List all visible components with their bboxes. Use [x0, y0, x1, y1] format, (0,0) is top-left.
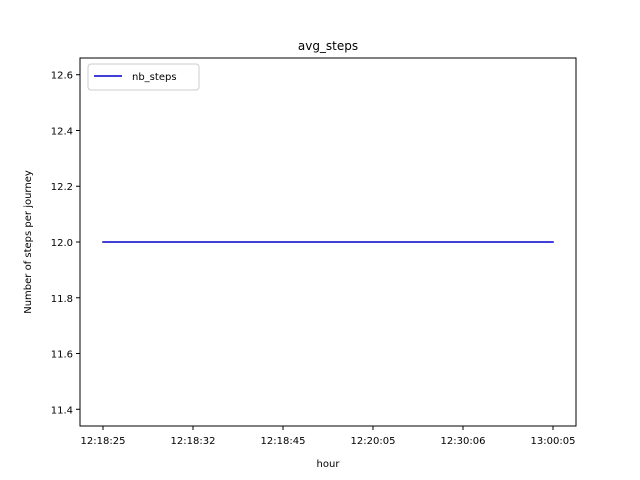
legend-label-nb-steps: nb_steps: [132, 72, 177, 83]
x-tick-label: 12:20:05: [351, 436, 396, 447]
legend: nb_steps: [87, 63, 200, 91]
y-tick-label: 12.6: [51, 71, 73, 82]
y-tick-label: 11.8: [51, 294, 73, 305]
legend-box: [87, 63, 200, 91]
x-tick-label: 12:18:25: [81, 436, 126, 447]
x-axis-ticks: 12:18:25 12:18:32 12:18:45 12:20:05 12:30:06…: [81, 426, 576, 447]
y-tick-label: 12.2: [51, 182, 73, 193]
x-tick-label: 12:30:06: [441, 436, 486, 447]
y-tick-label: 12.0: [51, 238, 73, 249]
x-tick-label: 13:00:05: [531, 436, 576, 447]
y-tick-label: 12.4: [51, 126, 73, 137]
y-axis-ticks: 11.4 11.6 11.8 12.0 12.2 12.4 12.6: [51, 71, 80, 416]
x-tick-label: 12:18:32: [171, 436, 216, 447]
y-axis-label: Number of steps per journey: [23, 170, 34, 314]
y-tick-label: 11.6: [51, 350, 73, 361]
chart-title: avg_steps: [298, 39, 358, 53]
plot-frame: [79, 57, 577, 427]
x-tick-label: 12:18:45: [261, 436, 306, 447]
y-tick-label: 11.4: [51, 405, 73, 416]
x-axis-label: hour: [317, 459, 341, 470]
